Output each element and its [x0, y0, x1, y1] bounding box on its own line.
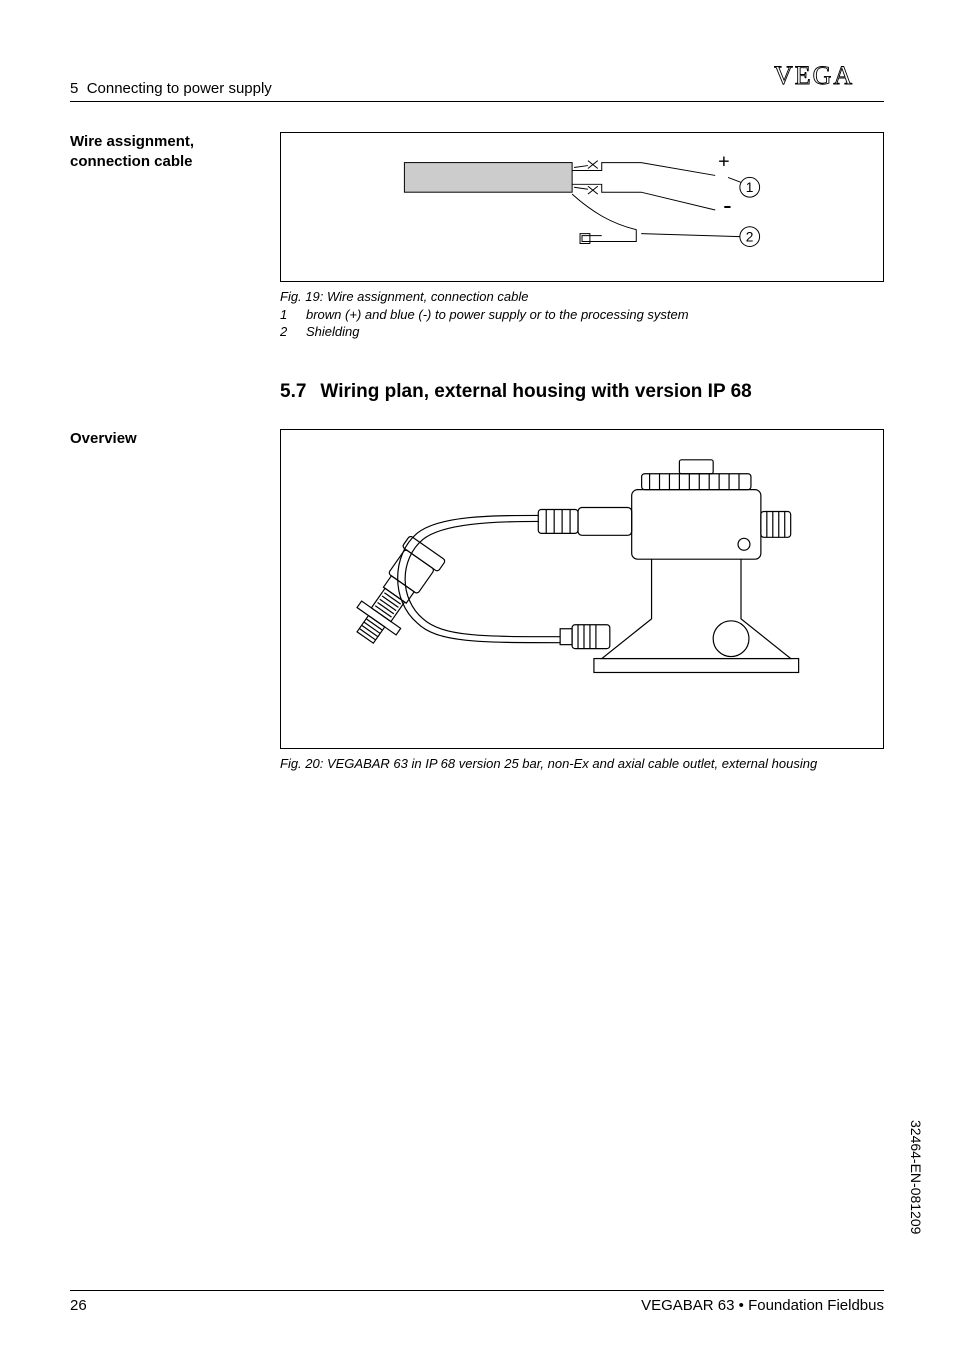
legend-1-text: brown (+) and blue (-) to power supply o… — [306, 306, 689, 324]
svg-text:2: 2 — [746, 229, 754, 245]
vega-logo: VEGA — [774, 60, 884, 97]
overview-block: Overview — [70, 429, 884, 773]
plus-symbol: + — [718, 151, 730, 173]
svg-text:1: 1 — [746, 179, 754, 195]
section-heading: 5.7 Wiring plan, external housing with ve… — [280, 381, 884, 403]
chapter-ref: 5 Connecting to power supply — [70, 80, 272, 97]
section-heading-row: 5.7 Wiring plan, external housing with ve… — [70, 353, 884, 417]
section-num: 5.7 — [280, 381, 306, 403]
wire-assignment-block: Wire assignment, connection cable + - — [70, 132, 884, 341]
figure-19: + - 1 2 — [280, 132, 884, 282]
product-name: VEGABAR 63 • Foundation Fieldbus — [641, 1297, 884, 1314]
legend-2-text: Shielding — [306, 323, 360, 341]
chapter-num: 5 — [70, 80, 78, 97]
figure-20 — [280, 429, 884, 749]
minus-symbol: - — [723, 192, 732, 220]
figure-20-caption: Fig. 20: VEGABAR 63 in IP 68 version 25 … — [280, 755, 884, 773]
section-title: Wiring plan, external housing with versi… — [320, 381, 751, 402]
svg-text:VEGA: VEGA — [774, 61, 854, 90]
legend-1-num: 1 — [280, 306, 290, 324]
page-number: 26 — [70, 1297, 87, 1314]
page-header: 5 Connecting to power supply VEGA — [70, 60, 884, 102]
figure-19-caption: Fig. 19: Wire assignment, connection cab… — [280, 288, 884, 306]
document-id: 32464-EN-081209 — [908, 1120, 924, 1234]
page-footer: 26 VEGABAR 63 • Foundation Fieldbus — [70, 1290, 884, 1314]
legend-1: 1 brown (+) and blue (-) to power supply… — [280, 306, 884, 324]
side-label-wire: Wire assignment, connection cable — [70, 132, 260, 341]
side-label-overview: Overview — [70, 429, 260, 773]
chapter-title: Connecting to power supply — [87, 80, 272, 97]
legend-2: 2 Shielding — [280, 323, 884, 341]
legend-2-num: 2 — [280, 323, 290, 341]
